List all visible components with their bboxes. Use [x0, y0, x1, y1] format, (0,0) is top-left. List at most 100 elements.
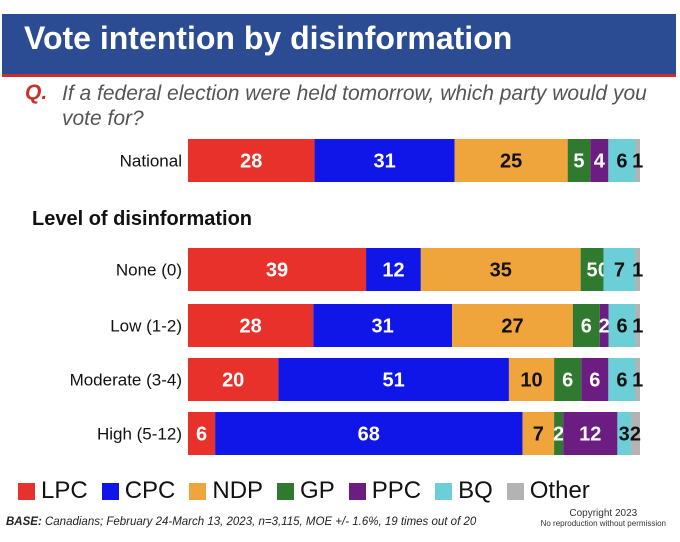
data-label: 28: [240, 151, 262, 173]
data-label: 7: [533, 424, 544, 446]
legend-label: Other: [529, 477, 590, 504]
bar-segment-lpc: [188, 412, 216, 455]
bar-segment-gp: [567, 139, 591, 182]
bar-segment-ppc: [563, 412, 618, 455]
question-text: If a federal election were held tomorrow…: [62, 82, 647, 130]
bar-segment-other: [635, 304, 640, 347]
bar-segment-cpc: [313, 304, 453, 347]
bar-segment-other: [635, 139, 640, 182]
bar-segment-other: [635, 248, 640, 291]
bar-segment-bq: [603, 248, 636, 291]
data-label: 25: [500, 151, 522, 173]
data-label: 6: [581, 316, 592, 338]
data-label: 5: [586, 260, 597, 282]
bar-segment-ndp: [420, 248, 581, 291]
bar-segment-ndp: [452, 304, 573, 347]
bar-segment-ndp: [522, 412, 555, 455]
legend-label: BQ: [458, 477, 493, 504]
header-bar: [2, 14, 676, 77]
legend-item-ppc: PPC: [348, 477, 422, 505]
data-label: 1: [632, 370, 643, 392]
bar-segment-cpc: [278, 358, 509, 401]
legend-swatch: [435, 482, 453, 500]
legend-label: LPC: [41, 477, 88, 504]
bar-segment-ppc: [581, 358, 609, 401]
legend-item-other: Other: [506, 477, 590, 505]
bar-segment-bq: [608, 139, 636, 182]
data-label: 7: [614, 260, 625, 282]
bar-segment-gp: [554, 412, 564, 455]
bar-segment-gp: [580, 248, 604, 291]
copyright: Copyright 2023 No reproduction without p…: [541, 508, 666, 528]
bar-segment-ppc: [590, 139, 609, 182]
data-label: 5: [573, 151, 584, 173]
bar-segment-ndp: [508, 358, 555, 401]
data-label: 31: [372, 316, 394, 338]
bar-segment-gp: [554, 358, 582, 401]
bar-segment-cpc: [314, 139, 455, 182]
data-label: 6: [616, 151, 627, 173]
data-label: 1: [632, 260, 643, 282]
question-label: Q.: [25, 81, 48, 104]
data-label: 3: [619, 424, 630, 446]
data-label: 6: [562, 370, 573, 392]
data-label: 28: [240, 316, 262, 338]
bar-segment-ppc: [599, 304, 609, 347]
bar-segment-bq: [617, 412, 631, 455]
bar-segment-lpc: [188, 248, 367, 291]
legend-swatch: [348, 482, 366, 500]
bar-segment-bq: [608, 358, 636, 401]
legend-label: CPC: [124, 477, 176, 504]
header: Vote intention by disinformation Q. If a…: [0, 0, 680, 130]
data-label: 12: [579, 424, 601, 446]
data-label: 10: [520, 370, 542, 392]
data-label: 2: [553, 424, 564, 446]
base-text: Canadians; February 24-March 13, 2023, n…: [44, 516, 477, 528]
row-label: High (5-12): [97, 425, 182, 444]
data-label: 31: [373, 151, 395, 173]
page-title: Vote intention by disinformation: [24, 20, 513, 56]
copyright-line1: Copyright 2023: [569, 508, 638, 519]
data-label: 6: [196, 424, 207, 446]
base-label: BASE:: [6, 516, 42, 528]
legend-item-cpc: CPC: [101, 477, 176, 505]
bar-segment-cpc: [366, 248, 421, 291]
data-label: 20: [222, 370, 244, 392]
legend-item-lpc: LPC: [18, 477, 88, 505]
row-label: Low (1-2): [110, 317, 182, 336]
data-label: 2: [630, 424, 641, 446]
legend-label: NDP: [212, 477, 264, 504]
bar-segment-lpc: [188, 304, 314, 347]
copyright-line2: No reproduction without permission: [540, 519, 666, 528]
data-label: 1: [632, 151, 643, 173]
row-label: Moderate (3-4): [70, 371, 182, 390]
legend-swatch: [277, 482, 295, 500]
legend-label: PPC: [371, 477, 422, 504]
row-label: National: [120, 152, 182, 171]
legend: LPC CPC NDP GP PPC BQ Other: [18, 474, 604, 508]
data-label: 51: [383, 370, 405, 392]
row-label: None (0): [116, 261, 182, 280]
data-label: 2: [599, 316, 610, 338]
bar-segment-other: [635, 358, 640, 401]
legend-item-gp: GP: [277, 477, 335, 505]
bar-segment-bq: [608, 304, 636, 347]
data-label: 39: [266, 260, 288, 282]
bar-segment-cpc: [215, 412, 523, 455]
data-label: 27: [501, 316, 523, 338]
bar-segment-ndp: [454, 139, 568, 182]
legend-item-ndp: NDP: [189, 477, 263, 505]
data-label: 35: [490, 260, 512, 282]
legend-item-bq: BQ: [435, 477, 493, 505]
legend-label: GP: [300, 477, 335, 504]
legend-swatch: [506, 482, 524, 500]
legend-swatch: [101, 482, 119, 500]
data-label: 6: [589, 370, 600, 392]
bar-segment-gp: [572, 304, 600, 347]
data-label: 4: [594, 151, 606, 173]
data-label: 68: [358, 424, 380, 446]
legend-swatch: [189, 482, 207, 500]
bar-segment-lpc: [188, 358, 279, 401]
data-label: 12: [382, 260, 404, 282]
